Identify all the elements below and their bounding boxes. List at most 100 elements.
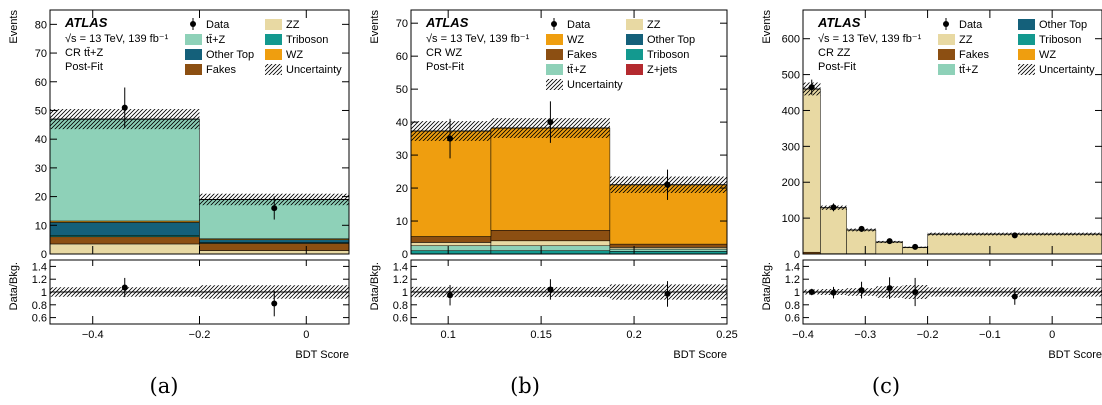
legend-label: Other Top (1039, 19, 1087, 31)
legend-swatch-othertop (626, 34, 643, 45)
legend-label: Other Top (647, 34, 695, 46)
legend-swatch-zz (626, 19, 643, 30)
y-tick-label: 200 (782, 177, 800, 189)
ratio-y-tick-label: 0.6 (32, 313, 47, 325)
x-tick-label: −0.2 (917, 329, 939, 341)
y-tick-label: 80 (35, 19, 47, 31)
y-tick-label: 0 (402, 249, 408, 261)
legend-label: WZ (286, 49, 303, 61)
ratio-point (271, 300, 278, 307)
ratio-y-tick-label: 1.4 (785, 261, 800, 273)
legend-swatch-fakes (185, 64, 202, 75)
legend-swatch-ttz (185, 34, 202, 45)
legend-swatch-triboson (265, 34, 282, 45)
y-tick-label: 50 (396, 84, 408, 96)
y-tick-label: 20 (396, 183, 408, 195)
legend-swatch-data (943, 21, 949, 27)
x-tick-label: 0.25 (716, 329, 737, 341)
ratio-point (912, 289, 919, 295)
stack-bar-fakes (609, 243, 728, 248)
y-tick-label: 100 (782, 213, 800, 225)
x-tick-label: 0.2 (626, 329, 641, 341)
ratio-point (886, 285, 893, 292)
x-tick-label: −0.2 (189, 329, 211, 341)
legend-label: Data (959, 19, 983, 31)
region-label: CR tt̄+Z (65, 47, 103, 59)
y-axis-title: Events (761, 10, 773, 44)
data-point (858, 225, 865, 232)
stack-bar-zz (846, 229, 877, 254)
legend-label: Uncertainty (567, 79, 623, 91)
ratio-point (858, 287, 865, 294)
stack-bar-wz (410, 130, 492, 237)
legend-label: Other Top (206, 49, 254, 61)
ratio-y-tick-label: 0.8 (785, 300, 800, 312)
legend-label: tt̄+Z (206, 34, 226, 46)
legend-swatch-zz (938, 34, 955, 45)
legend-swatch-triboson (1018, 34, 1035, 45)
legend-label: Fakes (567, 49, 597, 61)
x-tick-label: −0.4 (82, 329, 104, 341)
x-tick-label: −0.1 (979, 329, 1001, 341)
ratio-y-axis-title: Data/Bkg. (8, 262, 20, 310)
stack-bar-fakes (49, 236, 200, 245)
y-tick-label: 20 (35, 192, 47, 204)
ratio-point (121, 284, 128, 291)
energy-label: √s = 13 TeV, 139 fb⁻¹ (426, 33, 530, 45)
y-axis-title: Events (8, 10, 20, 44)
legend-swatch-uncertainty (546, 79, 563, 90)
stack-bar-zz (49, 243, 200, 255)
legend-swatch-zz (265, 19, 282, 30)
ratio-point (1011, 293, 1018, 300)
ratio-y-axis-title: Data/Bkg. (761, 262, 773, 310)
data-point (121, 104, 128, 111)
data-point (886, 238, 893, 245)
stack-bar-wz (609, 184, 728, 245)
legend-label: Data (567, 19, 591, 31)
ratio-point (830, 289, 837, 296)
stack-bar-zz (410, 242, 492, 247)
fit-label: Post-Fit (65, 61, 103, 73)
legend-swatch-wz (546, 34, 563, 45)
data-point (808, 84, 815, 91)
legend-label: ZZ (647, 19, 661, 31)
region-label: CR WZ (426, 47, 462, 59)
ratio-y-tick-label: 1 (41, 287, 47, 299)
data-point (271, 205, 278, 212)
stack-bar-zz (802, 88, 821, 253)
fit-label: Post-Fit (818, 61, 856, 73)
panel-b: 0 10 20 30 40 50 60 70 0.60.811.21.4 0.1 0.15 0.2 0.… (369, 9, 738, 361)
ratio-y-tick-label: 1.2 (32, 274, 47, 286)
legend-label: Uncertainty (1039, 64, 1095, 76)
stack-bar-fakes (410, 236, 492, 243)
stack-bar-ttz (490, 245, 611, 251)
data-point (547, 119, 554, 126)
legend-label: ZZ (959, 34, 973, 46)
legend-label: Data (206, 19, 230, 31)
stack-bar-wz (490, 127, 611, 231)
legend-label: Triboson (1039, 34, 1081, 46)
x-axis-title: BDT Score (673, 349, 727, 361)
stack-bar-ttz (49, 118, 200, 222)
region-label: CR ZZ (818, 47, 851, 59)
stack-bar-zz (820, 207, 847, 254)
legend-swatch-zjets (626, 64, 643, 75)
legend-swatch-othertop (1018, 19, 1035, 30)
ratio-y-tick-label: 1.2 (393, 274, 408, 286)
legend-label: WZ (1039, 49, 1056, 61)
energy-label: √s = 13 TeV, 139 fb⁻¹ (818, 33, 922, 45)
main-frame (802, 9, 1102, 255)
data-point (912, 243, 919, 250)
legend-label: Triboson (286, 34, 328, 46)
legend-label: Fakes (959, 49, 989, 61)
legend-label: tt̄+Z (959, 64, 979, 76)
ratio-y-tick-label: 0.6 (393, 313, 408, 325)
y-tick-label: 10 (396, 216, 408, 228)
caption-c: (c) (871, 374, 901, 398)
x-axis-title: BDT Score (295, 349, 349, 361)
x-tick-label: −0.3 (854, 329, 876, 341)
ratio-y-tick-label: 1.4 (393, 261, 408, 273)
legend-swatch-uncertainty (265, 64, 282, 75)
legend-swatch-data (551, 21, 557, 27)
experiment-label: ATLAS (425, 15, 469, 30)
